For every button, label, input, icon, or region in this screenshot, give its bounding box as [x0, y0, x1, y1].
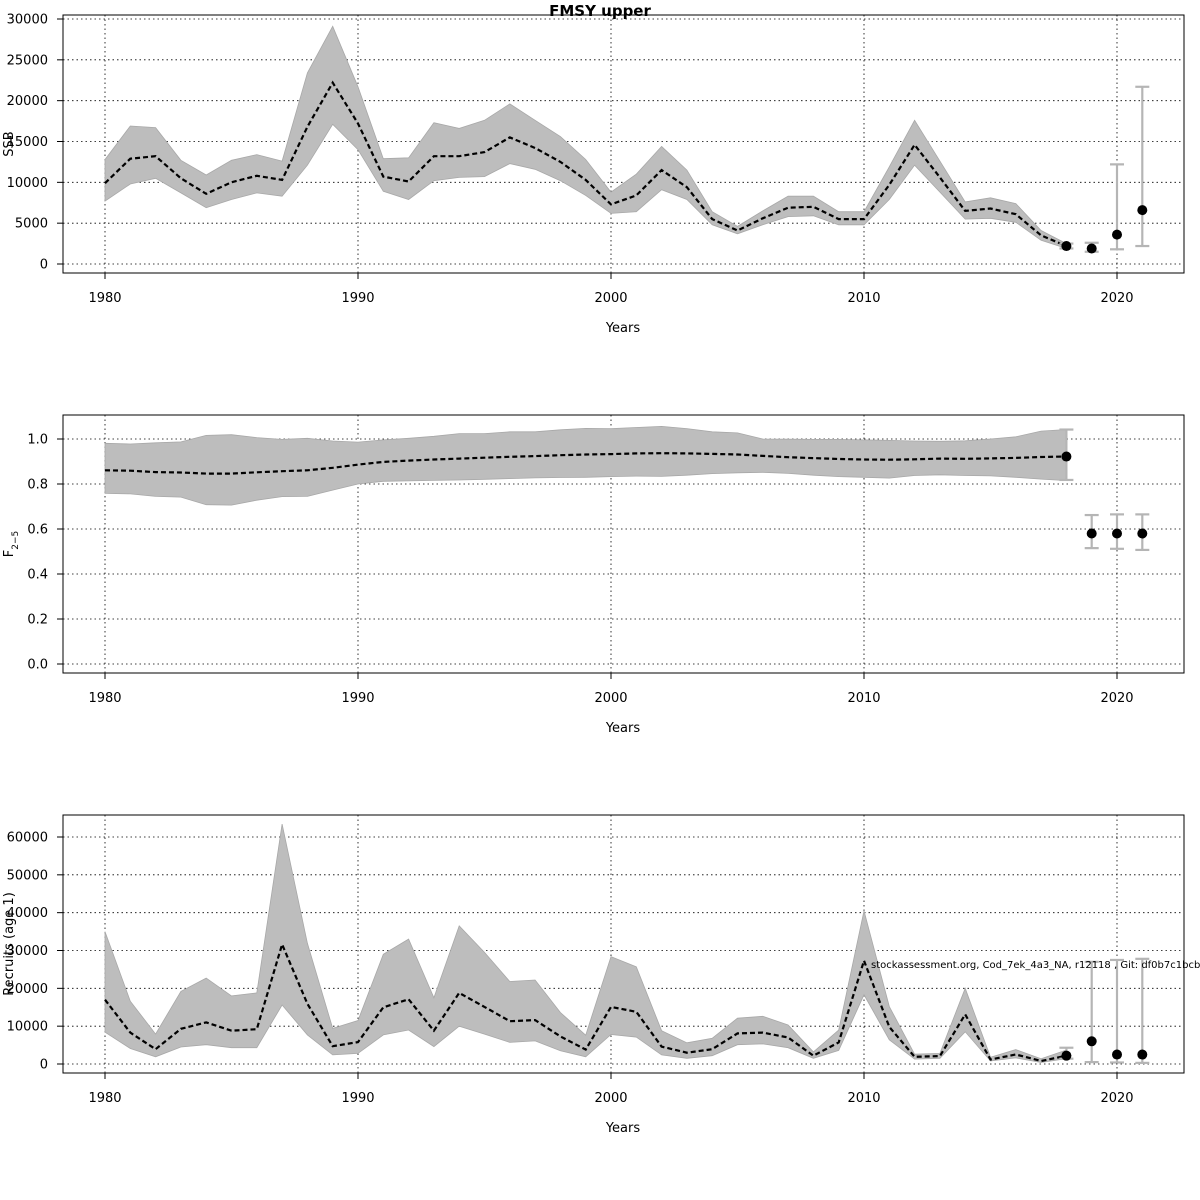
ssb-panel: 1980 1990 2000 2010 2020 0 5000 10000 15000 20000…: [2, 13, 1185, 336]
forecast-point: [1061, 1050, 1072, 1061]
estimate-line: [104, 80, 1067, 248]
x-tick-label: 2020: [1100, 691, 1133, 706]
y-tick-label: 1.0: [27, 433, 48, 448]
y-axis-label: SSB: [2, 131, 17, 156]
y-tick-label: 0: [40, 258, 48, 273]
forecast-point: [1061, 451, 1072, 462]
x-tick-label: 1990: [341, 691, 374, 706]
y-tick-label: 25000: [7, 53, 48, 68]
x-tick-label: 2010: [847, 691, 880, 706]
forecast-point: [1086, 1036, 1097, 1047]
plot-frame: [62, 14, 1185, 274]
y-tick-label: 60000: [7, 831, 48, 846]
y-axis-label-subscript: 2−5: [11, 531, 21, 550]
forecast-point: [1137, 1049, 1148, 1060]
y-tick-label: 10000: [7, 1020, 48, 1035]
x-tick-label: 2020: [1100, 291, 1133, 306]
x-tick-label: 2000: [594, 1091, 627, 1106]
plot-frame: [62, 414, 1185, 674]
forecast-point: [1112, 528, 1122, 539]
x-axis-label: Years: [605, 1121, 641, 1136]
y-tick-label: 15000: [7, 135, 48, 150]
forecast-point: [1137, 528, 1148, 539]
x-tick-label: 2000: [594, 291, 627, 306]
y-axis-label: F2−5: [2, 531, 21, 557]
y-tick-label: 0: [40, 1058, 48, 1073]
y-tick-label: 50000: [7, 868, 48, 883]
y-axis-label: Recruits (age 1): [2, 892, 17, 996]
x-tick-label: 2010: [847, 1091, 880, 1106]
confidence-band: [104, 824, 1067, 1063]
y-tick-label: 20000: [7, 94, 48, 109]
x-axis-label: Years: [605, 721, 641, 736]
forecast-point: [1061, 241, 1072, 252]
x-tick-label: 2010: [847, 291, 880, 306]
x-axis-label: Years: [605, 321, 641, 336]
forecast-point: [1137, 205, 1148, 216]
forecast-point: [1086, 528, 1097, 539]
y-tick-label: 10000: [7, 176, 48, 191]
x-tick-label: 1980: [88, 291, 121, 306]
y-tick-label: 0.0: [27, 658, 48, 673]
y-tick-label: 30000: [7, 944, 48, 959]
fishing-mortality-panel: 1980 1990 2000 2010 2020 0.0 0.2 0.4 0.6 0.8 1.0 Ye…: [2, 414, 1185, 736]
y-tick-label: 0.8: [27, 478, 48, 493]
chart-title: FMSY upper: [549, 2, 651, 20]
source-stamp: stockassessment.org, Cod_7ek_4a3_NA, r12…: [871, 960, 1200, 971]
estimate-line: [104, 941, 1067, 1063]
y-tick-label: 40000: [7, 906, 48, 921]
forecast-point: [1112, 229, 1122, 240]
estimate-line: [104, 452, 1067, 475]
x-tick-label: 1980: [88, 691, 121, 706]
forecast-point: [1086, 243, 1097, 254]
y-tick-label: 20000: [7, 982, 48, 997]
y-tick-label: 30000: [7, 13, 48, 28]
plot-frame: [62, 814, 1185, 1074]
x-tick-label: 2020: [1100, 1091, 1133, 1106]
y-tick-label: 0.4: [27, 568, 48, 583]
x-tick-label: 1980: [88, 1091, 121, 1106]
x-tick-label: 1990: [341, 1091, 374, 1106]
x-tick-label: 1990: [341, 291, 374, 306]
y-tick-label: 0.2: [27, 613, 48, 628]
recruits-panel: 1980 1990 2000 2010 2020 0 10000 20000 30000 4000…: [2, 814, 1185, 1136]
confidence-band: [104, 425, 1067, 506]
y-tick-label: 5000: [15, 217, 48, 232]
y-tick-label: 0.6: [27, 523, 48, 538]
forecast-point: [1112, 1049, 1122, 1060]
x-tick-label: 2000: [594, 691, 627, 706]
